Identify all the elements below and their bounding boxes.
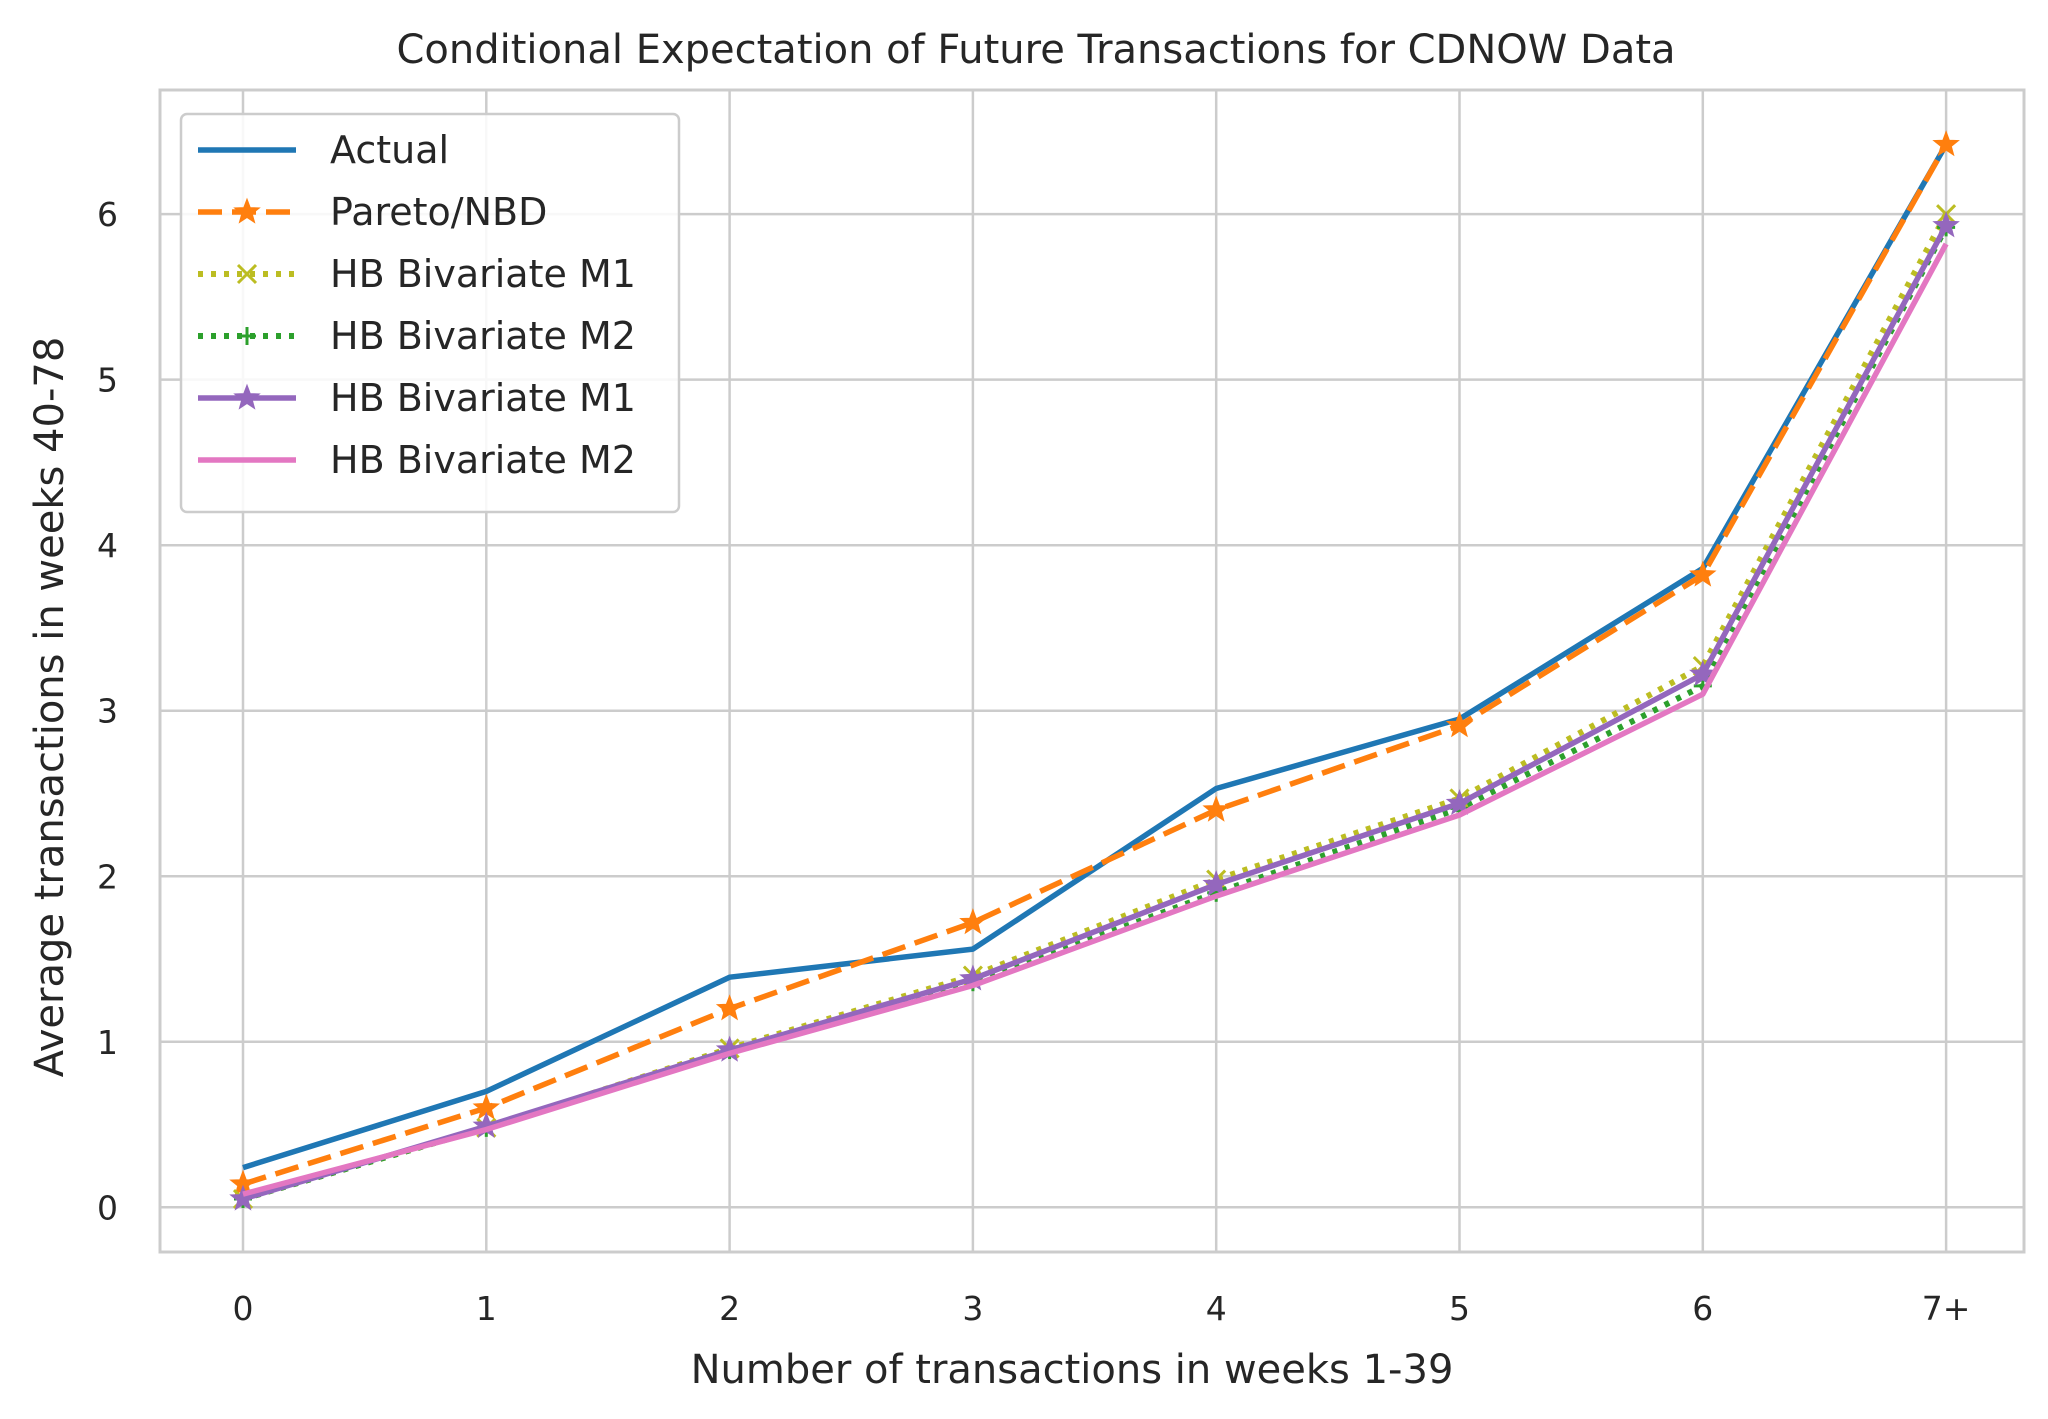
series-line [242,224,1949,1202]
series-5 [242,242,1949,1197]
y-tick-label: 2 [97,857,118,896]
legend-entry: HB Bivariate M2 [198,438,636,482]
data-point [1932,211,1960,238]
x-tick-label: 7+ [1922,1289,1971,1328]
data-point [959,908,987,935]
data-point [1445,711,1474,738]
y-tick-label: 1 [97,1023,118,1062]
legend-box [179,112,681,514]
series-line [242,242,1949,1197]
x-tick-label: 2 [719,1289,740,1328]
plot-frame [158,88,2026,1254]
grid [160,90,2024,1252]
data-point [1932,130,1960,157]
legend-label: HB Bivariate M1 [330,252,636,296]
data-point [1445,788,1474,816]
series-0 [242,143,1949,1171]
y-tick-label: 5 [97,361,118,400]
y-axis-label: Average transactions in weeks 40-78 [27,337,73,1078]
legend-entry: Pareto/NBD [198,190,547,234]
series-layer [229,130,1960,1211]
x-tick-label: 0 [233,1289,254,1328]
x-tick-label: 5 [1449,1289,1470,1328]
y-tick-label: 3 [97,692,118,731]
data-point [715,994,744,1021]
y-tick-label: 4 [97,526,118,565]
series-line [242,143,1949,1187]
legend-label: HB Bivariate M2 [330,314,636,358]
chart-title: Conditional Expectation of Future Transa… [396,27,1675,73]
data-point [1202,795,1230,822]
legend-marker [236,263,258,285]
data-point [1689,659,1717,686]
legend-entry: HB Bivariate M1 [198,376,636,420]
legend-label: Pareto/NBD [330,190,547,234]
data-point [1202,870,1230,897]
legend-marker [233,383,261,410]
data-point [1689,560,1717,587]
legend-entry: Actual [198,128,449,172]
x-axis-label: Number of transactions in weeks 1-39 [691,1347,1454,1393]
legend-entry: HB Bivariate M1 [198,252,636,296]
data-point [229,1184,257,1211]
x-tick-label: 3 [962,1289,983,1328]
tick-labels: 0 1 2 3 4 5 6 7+ 0 1 2 3 4 5 6 [97,195,1970,1328]
legend-entry: HB Bivariate M2 [198,314,636,358]
legend-marker [238,327,256,345]
legend-label: HB Bivariate M2 [330,438,636,482]
y-tick-label: 0 [97,1188,118,1227]
x-tick-label: 1 [476,1289,497,1328]
legend-label: Actual [330,128,449,172]
legend-label: HB Bivariate M1 [330,376,636,420]
x-tick-label: 4 [1206,1289,1227,1328]
legend-marker [233,197,261,224]
legend: Actual Pareto/NBD HB Bivariate M1 HB Bivari… [179,112,681,514]
series-line [242,212,1949,1202]
legend-entries: Actual Pareto/NBD HB Bivariate M1 HB Bivari… [198,128,636,482]
y-tick-label: 6 [97,195,118,234]
x-tick-label: 6 [1692,1289,1713,1328]
series-line [242,143,1949,1171]
